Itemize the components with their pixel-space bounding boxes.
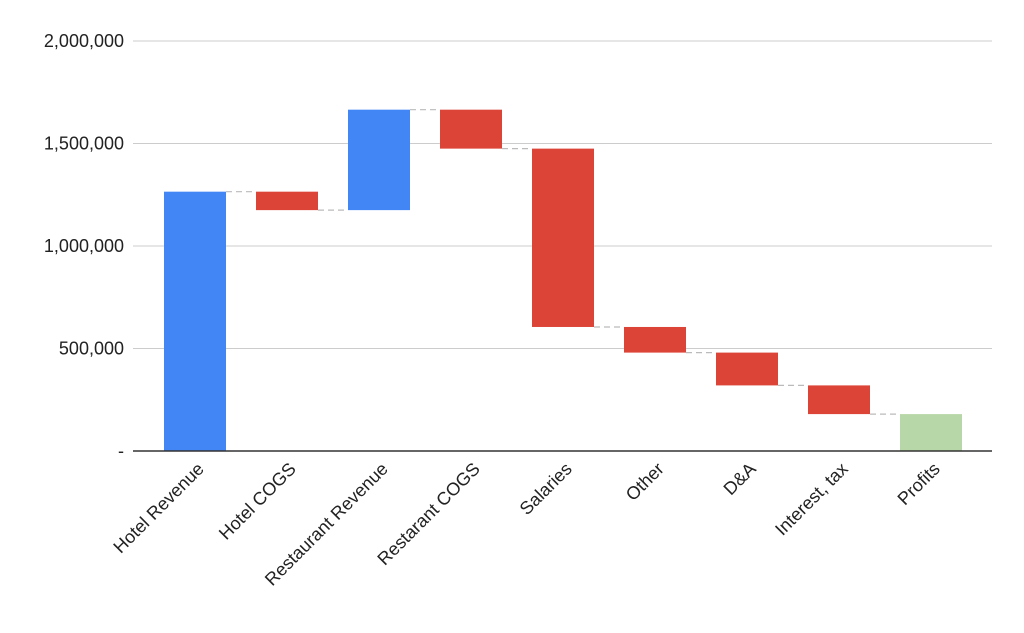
connectors [226, 109, 900, 415]
bar-d-a [716, 352, 778, 386]
x-category-label: Hotel Revenue [109, 459, 207, 557]
bar-restarant-cogs [440, 109, 502, 149]
y-tick-labels: - 500,000 1,000,000 1,500,000 2,000,000 [44, 31, 124, 461]
bar-hotel-cogs [256, 191, 318, 211]
bars [164, 109, 962, 452]
x-category-label: Salaries [516, 459, 576, 519]
y-tick-label: 2,000,000 [44, 31, 124, 51]
x-category-label: Restarant COGS [373, 459, 483, 569]
x-category-label: Other [622, 459, 668, 505]
y-tick-label: 500,000 [59, 339, 124, 359]
bar-hotel-revenue [164, 191, 226, 452]
bar-profits [900, 414, 962, 451]
gridlines [133, 40, 992, 349]
y-tick-label: 1,000,000 [44, 236, 124, 256]
bar-restaurant-revenue [348, 109, 410, 211]
y-tick-label: 1,500,000 [44, 134, 124, 154]
x-category-label: D&A [720, 459, 760, 499]
bar-salaries [532, 148, 594, 327]
y-tick-label: - [118, 441, 124, 461]
bar-interest-tax [808, 385, 870, 415]
bar-other [624, 326, 686, 353]
x-category-label: Profits [894, 459, 944, 509]
x-category-label: Hotel COGS [215, 459, 300, 544]
x-category-label: Interest, tax [771, 459, 852, 540]
